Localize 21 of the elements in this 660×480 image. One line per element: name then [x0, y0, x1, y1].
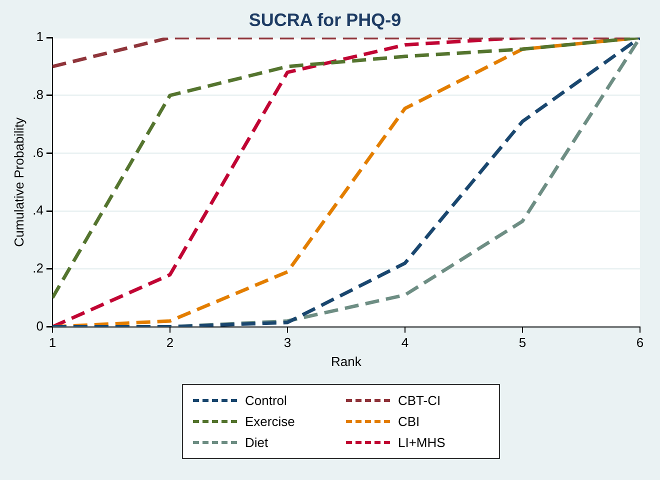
y-tick-label: .4: [32, 202, 44, 218]
legend-label: Control: [245, 393, 287, 408]
y-tick-label: 0: [36, 318, 44, 334]
x-axis-title: Rank: [331, 354, 362, 369]
x-tick-label: 4: [401, 335, 409, 350]
y-axis-title: Cumulative Probability: [11, 117, 26, 247]
legend-label: Diet: [245, 435, 268, 450]
legend-label: CBT-CI: [398, 393, 441, 408]
y-tick-label: 1: [36, 29, 44, 44]
legend-label: LI+MHS: [398, 435, 446, 450]
legend-label: CBI: [398, 414, 420, 429]
chart-title: SUCRA for PHQ-9: [248, 10, 402, 30]
y-tick-label: .6: [32, 144, 44, 160]
x-tick-label: 5: [518, 335, 526, 350]
x-tick-label: 6: [636, 335, 644, 350]
x-tick-label: 2: [166, 335, 174, 350]
y-tick-label: .2: [32, 260, 44, 276]
y-tick-label: .8: [32, 87, 44, 102]
x-tick-label: 1: [48, 335, 56, 350]
x-tick-label: 3: [284, 335, 292, 350]
legend-label: Exercise: [245, 414, 295, 429]
